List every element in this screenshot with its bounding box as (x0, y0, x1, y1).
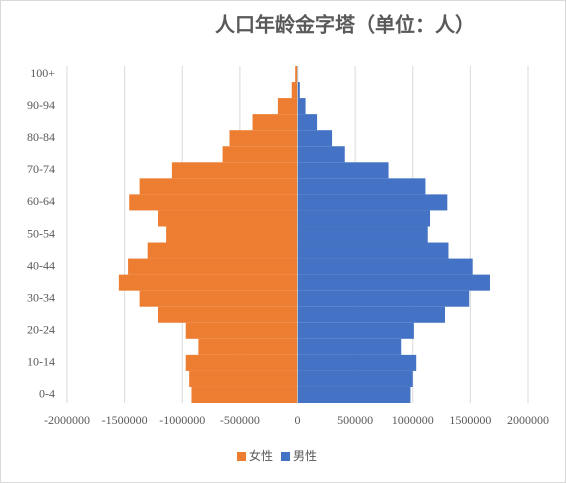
bar (291, 82, 298, 99)
y-tick-label: 0-4 (39, 387, 55, 401)
legend-label: 女性 (249, 448, 273, 463)
bar (128, 258, 298, 275)
y-tick-label: 60-64 (27, 194, 55, 208)
y-tick-label: 40-44 (27, 258, 55, 272)
bar (297, 354, 417, 371)
legend-label: 男性 (293, 449, 317, 463)
bar (297, 306, 446, 323)
y-tick-label: 30-34 (27, 290, 55, 304)
bar (185, 354, 298, 371)
x-tick-label: -1000000 (159, 413, 205, 427)
bar (171, 162, 298, 179)
bar (118, 274, 298, 291)
legend-swatch (281, 452, 291, 461)
bar (297, 322, 414, 339)
y-tick-label: 80-84 (27, 130, 55, 144)
bar (185, 322, 298, 339)
bar (297, 130, 333, 147)
bar (191, 386, 298, 403)
bar (297, 258, 473, 275)
x-tick-label: -2000000 (44, 413, 90, 427)
x-tick-label: 1000000 (392, 413, 434, 427)
bar (297, 194, 448, 211)
bar (229, 130, 298, 147)
bar (189, 370, 298, 387)
bar (297, 274, 490, 291)
bar (297, 178, 426, 195)
bar (252, 114, 298, 131)
legend-swatch (237, 452, 246, 461)
bar (166, 226, 298, 243)
chart-title: 人口年龄金字塔（单位：人） (215, 13, 475, 37)
bar (297, 210, 431, 227)
bar (297, 146, 345, 163)
bar (139, 290, 298, 307)
bar (297, 82, 300, 99)
bar (158, 306, 298, 323)
bar (297, 226, 428, 243)
y-tick-label: 20-24 (27, 323, 55, 337)
bar (222, 146, 298, 163)
bar (297, 370, 413, 387)
bar (147, 242, 298, 259)
x-tick-label: 0 (295, 413, 301, 427)
x-tick-label: -1500000 (102, 413, 148, 427)
bar (297, 338, 402, 355)
y-tick-label: 90-94 (27, 98, 55, 112)
bar (129, 194, 298, 211)
bar (297, 290, 470, 307)
y-tick-label: 70-74 (27, 162, 55, 176)
bar (139, 178, 298, 195)
bar (198, 338, 298, 355)
y-tick-label: 100+ (30, 66, 55, 80)
x-tick-label: 1500000 (449, 413, 491, 427)
bar (277, 98, 298, 115)
bar (297, 114, 318, 131)
bar (295, 66, 298, 83)
bar (297, 242, 449, 259)
bar (297, 162, 389, 179)
x-tick-label: 2000000 (507, 413, 549, 427)
bar (297, 386, 411, 403)
bar (158, 210, 298, 227)
y-tick-label: 10-14 (27, 355, 55, 369)
x-tick-label: 500000 (337, 413, 373, 427)
x-tick-label: -500000 (220, 413, 260, 427)
bar (297, 98, 306, 115)
y-tick-label: 50-54 (27, 226, 55, 240)
